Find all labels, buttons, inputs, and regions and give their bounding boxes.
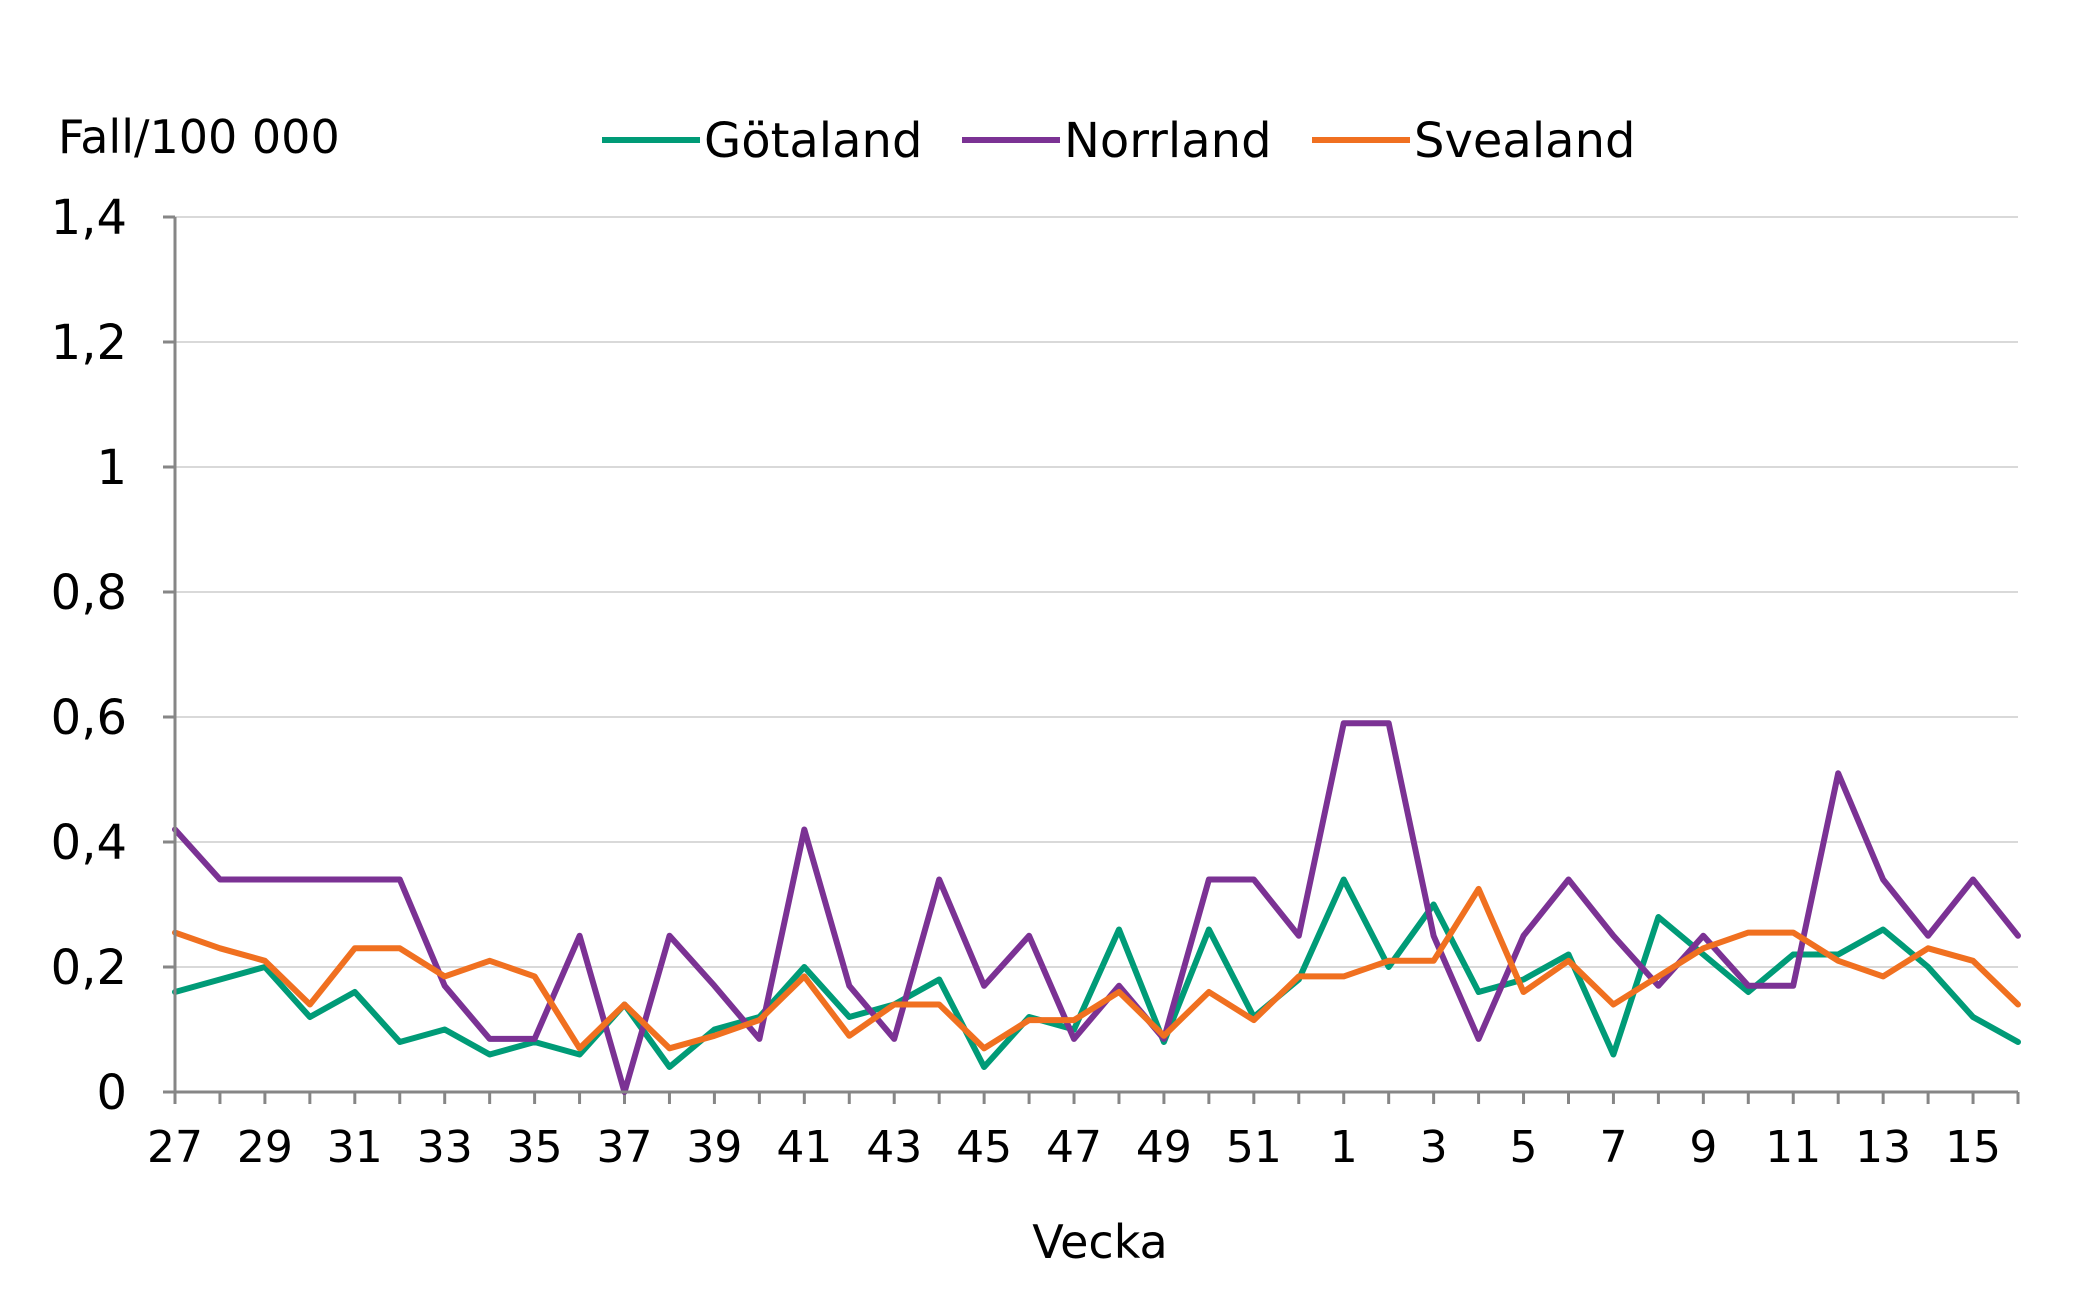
x-tick-label: 13	[1855, 1122, 1911, 1173]
series-line-gotaland	[172, 876, 2021, 1070]
x-tick-label: 43	[866, 1122, 922, 1173]
x-tick-label: 49	[1136, 1122, 1192, 1173]
x-tick-label: 29	[237, 1122, 293, 1173]
y-axis-label: Fall/100 000	[58, 110, 340, 164]
series-line-norrland	[172, 720, 2021, 1095]
legend-label-gotaland: Götaland	[704, 113, 922, 169]
y-tick-label: 1,4	[51, 190, 127, 246]
x-tick-label: 41	[776, 1122, 832, 1173]
x-tick-label: 31	[327, 1122, 383, 1173]
x-tick-label: 5	[1510, 1122, 1538, 1173]
x-tick-label: 35	[507, 1122, 563, 1173]
series-line-svealand	[172, 885, 2021, 1052]
y-tick-label: 0,6	[51, 690, 127, 746]
x-tick-label: 33	[417, 1122, 473, 1173]
x-tick-label: 47	[1046, 1122, 1102, 1173]
x-tick-label: 45	[956, 1122, 1012, 1173]
x-tick-label: 51	[1226, 1122, 1282, 1173]
x-tick-label: 27	[147, 1122, 203, 1173]
y-tick-label: 0	[96, 1065, 127, 1121]
y-tick-label: 0,4	[51, 815, 127, 871]
x-tick-label: 9	[1689, 1122, 1717, 1173]
x-tick-label: 3	[1420, 1122, 1448, 1173]
x-axis-ticks: 27 29 31 33 35 37 39 41 43 45 47 49 51 1 3 5 7 9 11 13 15	[147, 1092, 2020, 1173]
x-tick-label: 39	[686, 1122, 742, 1173]
y-tick-label: 0,8	[51, 565, 127, 621]
y-tick-label: 1	[96, 440, 127, 496]
x-tick-label: 7	[1599, 1122, 1627, 1173]
gridlines	[175, 216, 2018, 968]
legend-label-svealand: Svealand	[1414, 113, 1635, 169]
series-lines	[172, 720, 2021, 1095]
y-tick-label: 0,2	[51, 940, 127, 996]
legend-label-norrland: Norrland	[1064, 113, 1272, 169]
y-axis-ticks: 0 0,2 0,4 0,6 0,8 1 1,2 1,4	[51, 190, 175, 1121]
x-tick-label: 15	[1945, 1122, 2001, 1173]
x-tick-label: 37	[597, 1122, 653, 1173]
x-axis-label: Vecka	[1032, 1215, 1168, 1269]
legend: Götaland Norrland Svealand	[602, 113, 1635, 169]
x-tick-label: 1	[1330, 1122, 1358, 1173]
y-tick-label: 1,2	[51, 315, 127, 371]
x-tick-label: 11	[1765, 1122, 1821, 1173]
